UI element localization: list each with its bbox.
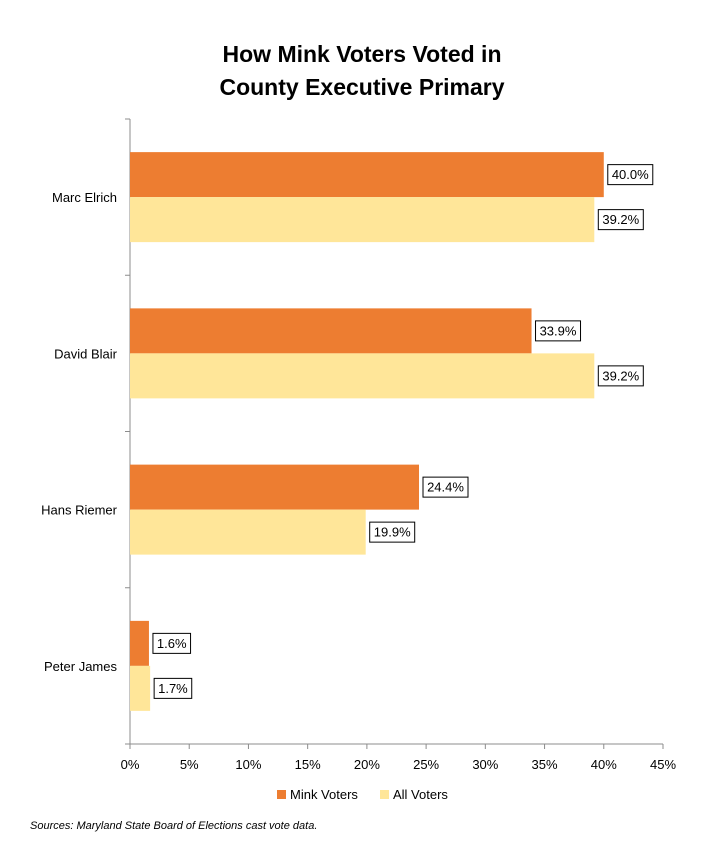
bar-mink-voters [130,620,149,666]
chart-title-line-1: How Mink Voters Voted in [223,41,502,67]
category-label: David Blair [54,346,118,361]
data-label: 40.0% [612,167,649,182]
data-label: 39.2% [602,212,639,227]
data-label: 19.9% [374,525,411,540]
bar-all-voters [130,665,151,711]
chart-data-labels: 40.0% 39.2% 33.9% 39.2% 24.4% 19.9% 1.6% 1.7% [152,164,654,699]
category-label: Marc Elrich [52,190,117,205]
data-label-box [369,521,416,543]
x-tick-label: 5% [180,757,199,772]
x-tick-label: 25% [413,757,439,772]
data-label: 1.7% [158,681,188,696]
legend-swatch [277,790,286,799]
x-tick-label: 40% [591,757,617,772]
category-label: Hans Riemer [41,503,118,518]
chart-title: How Mink Voters Voted in County Executiv… [219,41,504,100]
chart-title-line-2: County Executive Primary [219,74,504,100]
x-tick-label: 0% [121,757,140,772]
legend-label: Mink Voters [290,787,358,802]
bar-all-voters [130,353,595,399]
data-label-box [152,632,192,654]
bar-all-voters [130,197,595,243]
x-tick-label: 30% [472,757,498,772]
bar-mink-voters [130,308,532,354]
x-tick-label: 10% [235,757,261,772]
legend-swatch [380,790,389,799]
chart-axes: 0% 5% 10% 15% 20% 25% 30% 35% 40% 45% Marc Elrich D… [41,118,676,772]
x-tick-label: 45% [650,757,676,772]
category-label: Peter James [44,659,117,674]
x-tick-label: 35% [532,757,558,772]
data-label: 39.2% [602,368,639,383]
data-label-box [607,164,654,186]
bar-mink-voters [130,152,604,198]
data-label-box [597,209,644,231]
data-label-box [422,476,469,498]
data-label-box [153,677,193,699]
source-note: Sources: Maryland State Board of Electio… [30,820,318,832]
chart-bars [130,152,604,711]
x-tick-label: 20% [354,757,380,772]
chart-legend: Mink Voters All Voters [277,787,448,802]
data-label-box [535,320,582,342]
bar-mink-voters [130,464,420,510]
data-label: 1.6% [157,636,187,651]
data-label: 33.9% [540,323,577,338]
x-tick-label: 15% [295,757,321,772]
data-label: 24.4% [427,480,464,495]
bar-all-voters [130,509,366,555]
legend-label: All Voters [393,787,448,802]
data-label-box [597,365,644,387]
